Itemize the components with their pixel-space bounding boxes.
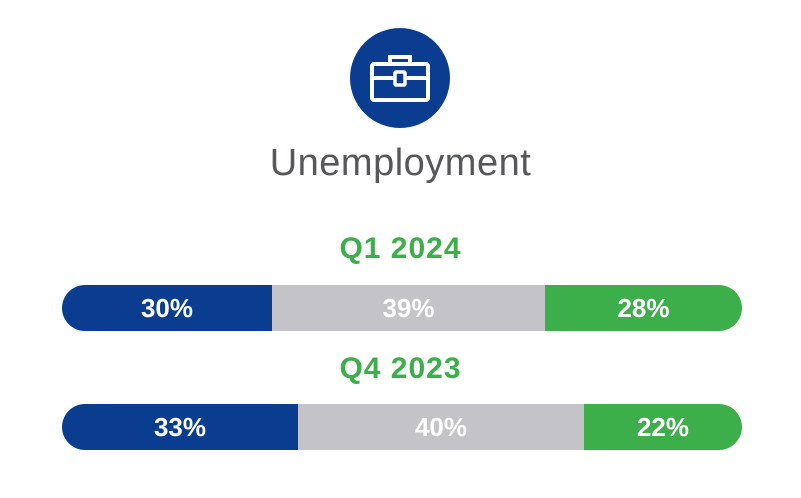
data-label: 28% [617, 292, 670, 323]
stacked-bar: 33% 40% 22% [62, 404, 742, 450]
bar-segment: 28% [545, 285, 742, 331]
briefcase-icon-badge [350, 28, 450, 128]
data-label: 33% [153, 411, 207, 442]
data-label: 39% [382, 292, 435, 323]
stacked-bar: 30% 39% 28% [62, 285, 742, 331]
bar-segment: 40% [298, 404, 584, 450]
bar-segment: 22% [584, 404, 742, 450]
briefcase-icon [370, 55, 430, 102]
data-label: 22% [636, 411, 690, 442]
period-label: Q4 2023 [339, 352, 462, 385]
period-label: Q1 2024 [339, 232, 462, 265]
data-label: 30% [140, 292, 194, 323]
bar-segment: 39% [272, 285, 545, 331]
chart-title: Unemployment [269, 142, 532, 184]
data-label: 40% [414, 411, 468, 442]
bar-segment: 30% [62, 285, 272, 331]
bar-segment: 33% [62, 404, 298, 450]
